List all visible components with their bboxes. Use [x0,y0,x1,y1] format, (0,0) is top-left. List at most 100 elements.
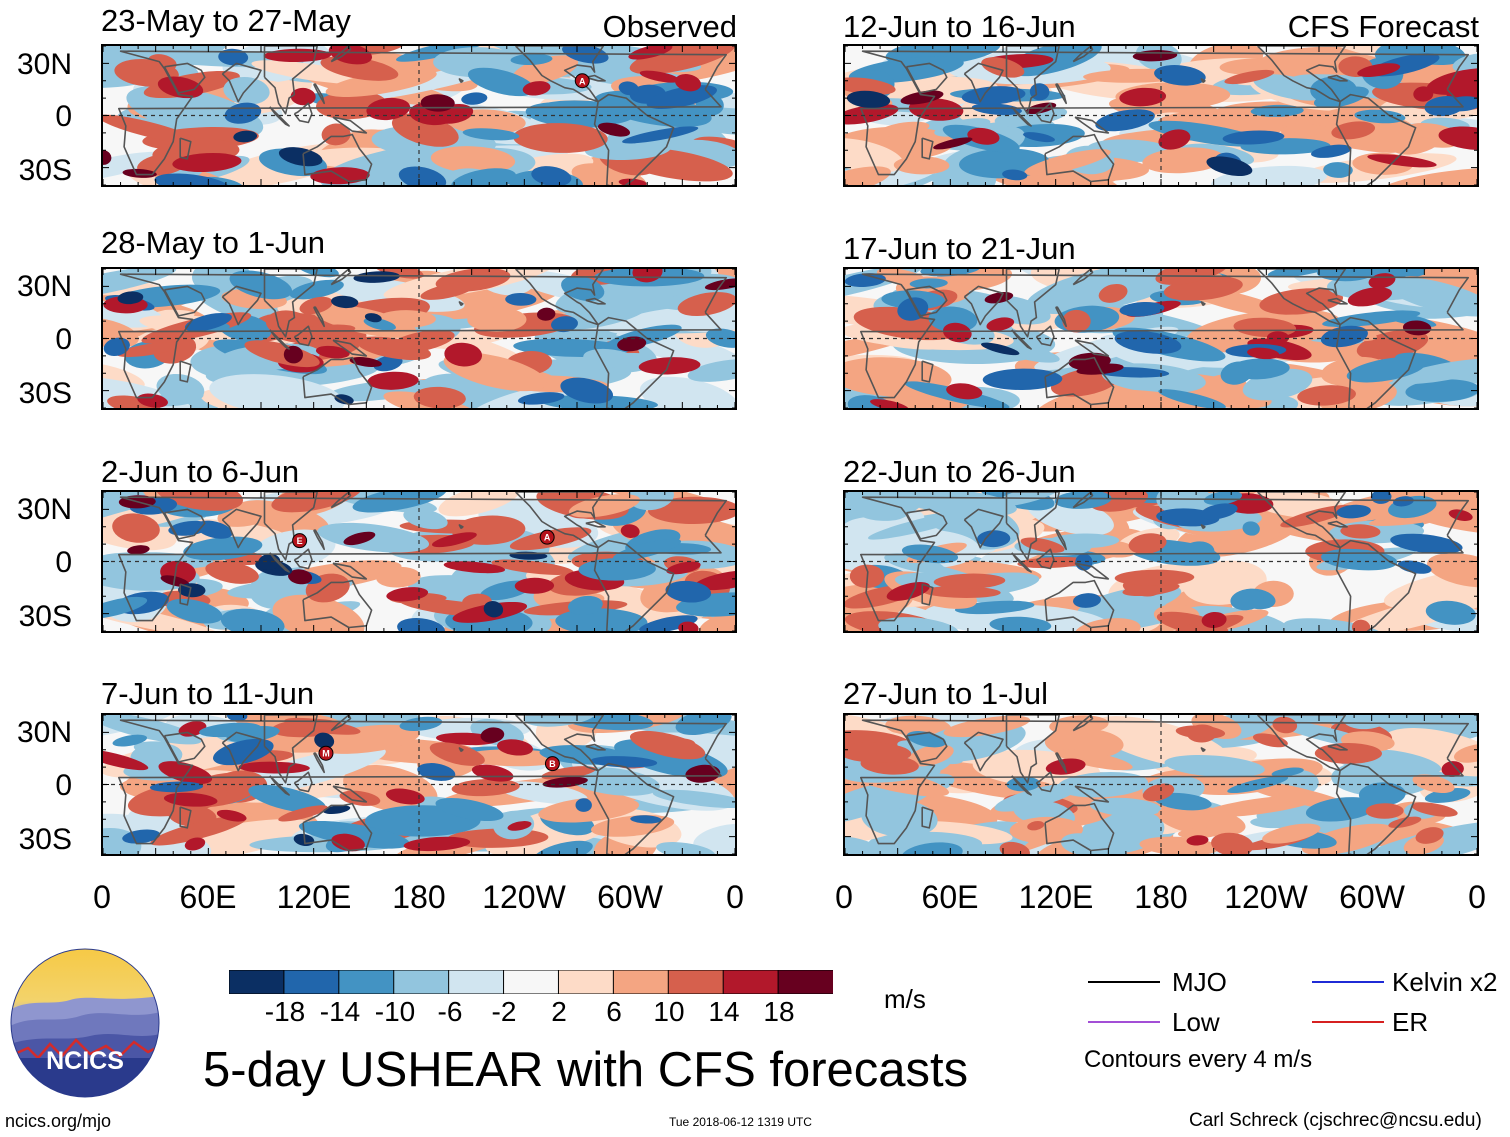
shear-blob [1098,283,1128,303]
shear-blob [331,295,359,309]
shear-blob [155,492,243,511]
coastline [1054,529,1067,551]
colorbar-swatch [283,969,340,995]
coastline [293,771,313,793]
coastline [312,752,325,774]
shear-blob [471,764,514,782]
shear-blob [150,815,247,846]
coastline [1054,752,1067,774]
lon-tick-label: 120E [276,879,352,915]
shear-blob [396,46,491,62]
lon-tick-label: 120W [482,879,566,915]
shear-blob [507,821,532,831]
coastline [312,306,325,328]
shear-blob [628,46,673,60]
coastline [163,731,206,763]
shear-blob [1402,320,1432,336]
shear-blob [537,307,556,321]
coastline [1035,325,1055,347]
shear-blob [1297,385,1356,406]
panel-title: 28-May to 1-Jun [101,225,325,260]
shear-blob [156,373,205,404]
coastline [585,74,606,82]
shear-blob [1242,521,1260,536]
colorbar-swatch [338,969,395,995]
shear-blob [126,85,264,140]
shear-blob [122,168,157,178]
coastline [1011,552,1032,573]
lat-tick-label: 30S [18,154,72,187]
shear-blob [184,837,206,851]
shear-blob [901,842,963,854]
shear-blob [1347,287,1393,307]
storm-marker-dot [574,73,590,89]
map-canvas [845,715,1477,854]
shear-blob [127,545,150,555]
shear-blob [117,291,144,305]
shear-blob [1003,345,1060,363]
shear-blob [981,57,1025,78]
shear-blob [229,270,293,300]
coastline [1200,524,1206,530]
coastline [332,562,368,580]
coastline [905,731,948,763]
lon-tick-label: 60E [179,879,237,915]
shear-blob [685,764,721,783]
shear-blob [1365,803,1404,819]
shear-blob [1247,347,1280,360]
coastline [1200,747,1206,753]
shear-blob [1181,541,1215,564]
shear-blob [678,621,699,631]
coastline [585,297,606,305]
shear-blob [1280,504,1352,528]
coastline [963,62,1004,103]
colorbar-tick-label: -6 [437,996,463,1027]
shear-blob [510,53,553,66]
shear-blob [845,742,912,763]
shear-blob [622,126,699,144]
shear-blob [397,618,446,631]
coastline [963,731,1004,772]
coastline [163,62,206,94]
coastline [905,285,948,317]
colorbar-tick-label: -14 [319,996,361,1027]
shear-blob [1305,797,1377,822]
shear-blob [656,269,735,292]
footer-timestamp: Tue 2018-06-12 1319 UTC [669,1115,812,1129]
footer-url[interactable]: ncics.org/mjo [5,1111,112,1131]
shear-blob [220,608,285,631]
shear-blob [343,531,376,546]
shear-blob [1095,109,1155,132]
colorbar-swatch [503,969,560,995]
shear-blob [339,790,381,806]
shear-blob [845,77,896,95]
shear-blob [331,833,365,852]
shear-blob [283,345,303,364]
shear-blob [137,153,188,176]
shear-blob [280,324,356,341]
shear-blob [1128,533,1167,554]
shear-blob [103,375,193,408]
column-label-forecast: CFS Forecast [1287,9,1479,44]
coastline [860,496,1470,622]
shear-blob [1413,86,1434,102]
coastline [293,548,313,570]
coastline [1035,548,1055,570]
shear-blob [909,278,948,289]
shear-blob [980,342,1020,356]
colorbar-swatch [722,969,780,995]
lon-tick-label: 0 [726,879,744,915]
shear-blob [639,376,735,408]
shear-blob [694,569,735,591]
shear-blob [639,70,680,83]
shear-blob [1230,589,1264,611]
shear-blob [199,722,262,738]
coastline [593,539,675,631]
shear-blob [1154,792,1212,811]
shear-blob [845,273,886,288]
coastline [330,46,352,63]
legend-label-kelvin: Kelvin x2 [1392,967,1498,997]
map-canvas [845,492,1477,631]
shear-blob [112,513,160,543]
shear-blob [1424,269,1474,287]
